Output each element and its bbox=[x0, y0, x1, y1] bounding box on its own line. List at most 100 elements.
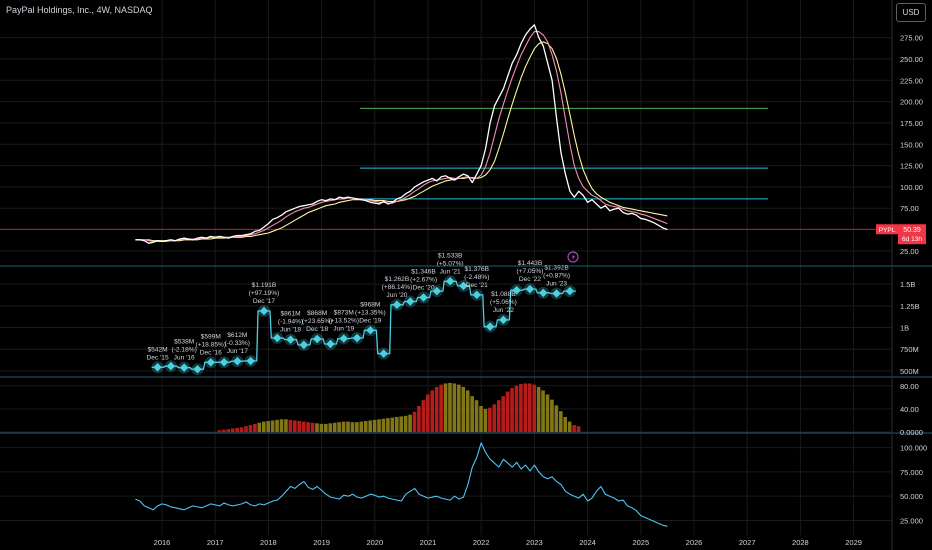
histogram-bar bbox=[381, 418, 386, 432]
revenue-point[interactable] bbox=[273, 333, 282, 343]
revenue-point[interactable] bbox=[472, 290, 482, 300]
year-label[interactable]: 2018 bbox=[260, 538, 277, 547]
histogram-bar bbox=[368, 420, 372, 432]
year-label[interactable]: 2023 bbox=[526, 538, 543, 547]
revenue-point[interactable] bbox=[525, 284, 535, 294]
revenue-label: (+0.87%) bbox=[543, 273, 570, 280]
revenue-point[interactable] bbox=[153, 363, 162, 372]
revenue-point[interactable] bbox=[312, 334, 322, 344]
revenue-label: $542M bbox=[147, 346, 167, 353]
revenue-label: (+5.06%) bbox=[490, 299, 517, 306]
revenue-point[interactable] bbox=[166, 361, 176, 371]
revenue-label: Dec '16 bbox=[200, 349, 222, 356]
symbol-title: PayPal Holdings, Inc., 4W, NASDAQ bbox=[6, 5, 153, 15]
histogram-bar bbox=[479, 406, 483, 432]
revenue-point[interactable] bbox=[539, 288, 548, 298]
year-label[interactable]: 2028 bbox=[792, 538, 809, 547]
histogram-bar bbox=[514, 385, 519, 432]
revenue-point[interactable] bbox=[259, 306, 269, 316]
histogram-bar bbox=[279, 419, 284, 432]
axis-tick-label: 200.00 bbox=[900, 98, 923, 107]
histogram-bar bbox=[239, 427, 244, 432]
histogram-bar bbox=[457, 384, 461, 432]
revenue-label: (+86.14%) bbox=[382, 284, 413, 291]
revenue-point[interactable] bbox=[206, 358, 216, 367]
axis-tick-label: 75.000 bbox=[900, 468, 923, 477]
revenue-label: (+2.67%) bbox=[410, 277, 437, 284]
year-label[interactable]: 2022 bbox=[473, 538, 490, 547]
year-label[interactable]: 2025 bbox=[632, 538, 649, 547]
histogram-bar bbox=[270, 420, 275, 432]
revenue-point[interactable] bbox=[565, 286, 575, 296]
year-label[interactable]: 2019 bbox=[313, 538, 330, 547]
histogram-bar bbox=[532, 384, 536, 432]
histogram-bar bbox=[288, 419, 293, 432]
time-axis[interactable]: 2016 2017 2018 2019 2020 2021 2022 2023 2024 2025… bbox=[154, 538, 862, 547]
histogram-bar bbox=[496, 400, 501, 432]
indicator-line bbox=[135, 442, 668, 527]
revenue-point[interactable] bbox=[485, 322, 495, 331]
axis-tick-label: 150.00 bbox=[900, 140, 923, 149]
histogram-bar bbox=[372, 419, 377, 432]
year-label[interactable]: 2027 bbox=[739, 538, 756, 547]
year-label[interactable]: 2017 bbox=[207, 538, 224, 547]
revenue-point[interactable] bbox=[286, 335, 295, 344]
revenue-point[interactable] bbox=[352, 333, 362, 343]
revenue-label: (-2.18%) bbox=[172, 347, 197, 354]
revenue-label: Dec '21 bbox=[466, 282, 488, 289]
revenue-point[interactable] bbox=[512, 285, 521, 295]
year-label[interactable]: 2016 bbox=[154, 538, 171, 547]
last-price-marker: PYPL 50.39 6d 13h bbox=[876, 224, 926, 245]
indicator-pane[interactable] bbox=[135, 442, 668, 527]
year-label[interactable]: 2024 bbox=[579, 538, 596, 547]
revenue-point[interactable] bbox=[233, 356, 242, 366]
year-label[interactable]: 2021 bbox=[420, 538, 437, 547]
histogram-bar bbox=[341, 421, 346, 432]
histogram-bar bbox=[470, 396, 474, 432]
revenue-point[interactable] bbox=[552, 289, 561, 298]
histogram-bar bbox=[492, 404, 497, 432]
histogram-bar bbox=[523, 383, 528, 432]
bar-countdown: 6d 13h bbox=[902, 236, 922, 243]
currency-button[interactable]: USD bbox=[896, 3, 926, 22]
revenue-point[interactable] bbox=[419, 293, 428, 302]
price-pane[interactable] bbox=[135, 24, 668, 244]
revenue-point[interactable] bbox=[499, 315, 508, 325]
revenue-point[interactable] bbox=[432, 286, 442, 296]
lightning-icon[interactable] bbox=[567, 251, 579, 263]
horizontal-levels[interactable] bbox=[0, 107, 892, 230]
revenue-point[interactable] bbox=[379, 349, 388, 358]
revenue-point[interactable] bbox=[219, 358, 229, 367]
revenue-point[interactable] bbox=[193, 364, 202, 374]
revenue-point[interactable] bbox=[366, 326, 375, 335]
axis-tick-label: 750M bbox=[900, 345, 919, 354]
revenue-label: Dec '22 bbox=[519, 276, 541, 283]
revenue-label: $1.262B bbox=[385, 276, 410, 283]
revenue-point[interactable] bbox=[179, 363, 189, 372]
histogram-bar bbox=[217, 430, 222, 432]
axis-tick-label: 1B bbox=[900, 324, 909, 333]
year-label[interactable]: 2026 bbox=[686, 538, 703, 547]
revenue-point[interactable] bbox=[406, 297, 415, 306]
revenue-label: $1.376B bbox=[464, 266, 489, 273]
histogram-bar bbox=[567, 421, 572, 432]
revenue-point[interactable] bbox=[339, 334, 349, 343]
histogram-bar bbox=[222, 429, 226, 432]
axis-tick-label: 100.00 bbox=[900, 183, 923, 192]
price-axis[interactable]: 275.00 250.00 225.00 200.00 175.00 150.00 125.… bbox=[900, 34, 927, 526]
revenue-point[interactable] bbox=[326, 339, 335, 349]
year-label[interactable]: 2029 bbox=[845, 538, 862, 547]
axis-tick-label: 25.00 bbox=[900, 247, 919, 256]
histogram-pane[interactable] bbox=[217, 382, 581, 432]
revenue-point[interactable] bbox=[246, 356, 255, 366]
revenue-point[interactable] bbox=[445, 277, 455, 286]
revenue-point[interactable] bbox=[459, 281, 468, 291]
year-label[interactable]: 2020 bbox=[366, 538, 383, 547]
histogram-bar bbox=[377, 419, 381, 432]
histogram-bar bbox=[563, 416, 568, 432]
revenue-point[interactable] bbox=[392, 300, 402, 310]
revenue-point[interactable] bbox=[299, 340, 309, 350]
